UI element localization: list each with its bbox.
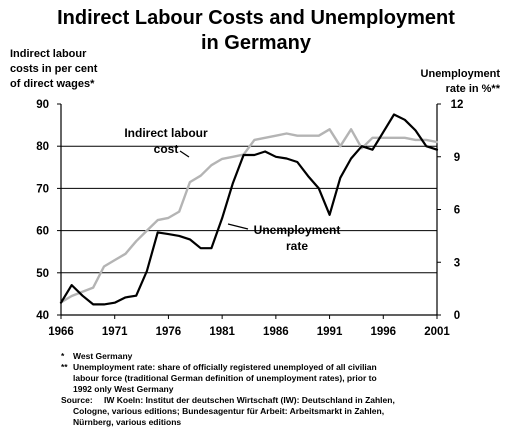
series-layer (59, 113, 439, 306)
y-left-tick-label: 40 (36, 310, 49, 322)
y-right-label-line-1: Unemployment (421, 68, 501, 80)
series-line-unemployment-rate (59, 113, 439, 306)
x-tick-label: 1971 (102, 326, 128, 338)
footnote-text: labour force (traditional German definit… (73, 373, 377, 383)
series-line-indirect-labour-cost (59, 128, 439, 304)
y-left-label-line-2: costs in per cent (10, 63, 98, 75)
tick-labels: 40 50 60 70 80 90 0 3 6 9 12 1966 1971 1976 1981 1986 19… (36, 99, 463, 338)
x-tick-label: 1996 (370, 326, 396, 338)
footnotes: * West Germany ** Unemployment rate: share … (61, 351, 395, 427)
annotation-indirect-cost-line-1: Indirect labour (124, 126, 208, 140)
y-right-tick-label: 0 (454, 310, 460, 322)
chart-title-line-1: Indirect Labour Costs and Unemployment (57, 7, 455, 29)
footnote-text: Unemployment rate: share of officially r… (73, 362, 377, 372)
y-right-tick-label: 6 (454, 205, 460, 217)
x-tick-label: 2001 (424, 326, 450, 338)
footnote-text: IW Koeln: Institut der deutschen Wirtsch… (104, 395, 395, 405)
y-left-tick-label: 50 (36, 268, 49, 280)
annotation-unemployment: Unemployment rate (227, 223, 341, 253)
footnote-marker: Source: (61, 395, 93, 405)
x-tick-label: 1986 (263, 326, 289, 338)
y-right-tick-label: 3 (454, 257, 460, 269)
annotation-indirect-cost-leader (179, 150, 190, 158)
chart-title-line-2: in Germany (201, 32, 312, 54)
gridlines (61, 145, 437, 274)
y-left-tick-label: 80 (36, 141, 49, 153)
footnote-marker: * (61, 351, 65, 361)
annotation-indirect-cost-line-2: cost (154, 142, 179, 156)
annotation-unemployment-line-2: rate (286, 239, 308, 253)
footnote-text: Cologne, various editions; Bundesagentur… (73, 406, 384, 416)
annotation-unemployment-leader (227, 223, 249, 230)
footnote-text: Nürnberg, various editions (73, 417, 181, 427)
y-right-tick-label: 12 (451, 99, 464, 111)
y-left-tick-label: 70 (36, 183, 49, 195)
footnote-text: West Germany (73, 351, 133, 361)
y-left-label-line-1: Indirect labour (10, 48, 87, 60)
x-tick-label: 1981 (209, 326, 235, 338)
y-right-tick-label: 9 (454, 152, 460, 164)
x-tick-label: 1991 (317, 326, 343, 338)
footnote-marker: ** (61, 362, 68, 372)
y-left-tick-label: 90 (36, 99, 49, 111)
footnote-text: 1992 only West Germany (73, 384, 174, 394)
y-left-tick-label: 60 (36, 226, 49, 238)
y-left-label-line-3: of direct wages* (10, 78, 95, 90)
x-tick-label: 1966 (48, 326, 74, 338)
y-right-label-line-2: rate in %** (446, 83, 501, 95)
annotation-indirect-cost: Indirect labour cost (124, 126, 208, 158)
annotation-unemployment-line-1: Unemployment (254, 223, 341, 237)
x-tick-label: 1976 (156, 326, 182, 338)
